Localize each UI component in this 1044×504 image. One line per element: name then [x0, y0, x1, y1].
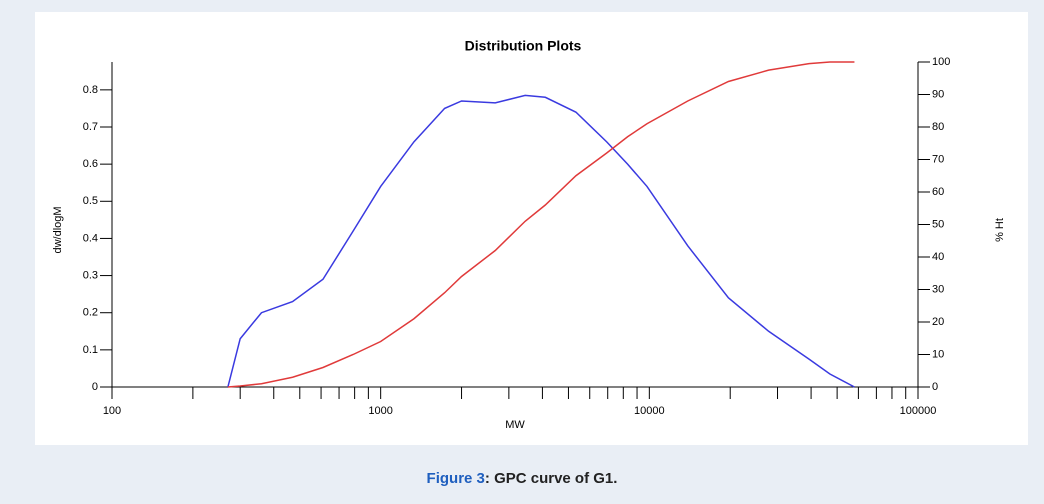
- y-tick-label: 0.2: [83, 307, 98, 319]
- y-tick-label: 0.7: [83, 121, 98, 133]
- y-tick-label: 0.5: [83, 195, 98, 207]
- y2-tick-label: 70: [932, 153, 944, 165]
- y2-tick-label: 40: [932, 251, 944, 263]
- y2-tick-label: 60: [932, 186, 944, 198]
- x-tick-label: 1000: [368, 405, 392, 417]
- x-tick-label: 100: [103, 405, 121, 417]
- y-axis-label: dw/dlogM: [52, 206, 64, 253]
- y-tick-label: 0.8: [83, 84, 98, 96]
- y-tick-label: 0.6: [83, 158, 98, 170]
- caption-text: : GPC curve of G1.: [484, 470, 618, 487]
- data-line: [227, 94, 855, 388]
- x-axis-label: MW: [505, 419, 525, 431]
- y2-tick-label: 10: [932, 348, 944, 360]
- y2-tick-label: 30: [932, 283, 944, 295]
- x-tick-label: 100000: [900, 405, 937, 417]
- y-tick-label: 0.3: [83, 269, 98, 281]
- data-line: [227, 61, 855, 388]
- chart-panel: [35, 12, 1028, 445]
- caption: Figure 3: GPC curve of G1.: [0, 470, 1044, 487]
- y2-tick-label: 90: [932, 88, 944, 100]
- caption-label: Figure 3: [426, 470, 485, 487]
- y2-tick-label: 100: [932, 56, 950, 68]
- y2-axis-label: % Ht: [994, 218, 1006, 242]
- x-tick-label: 10000: [634, 405, 665, 417]
- y2-tick-label: 50: [932, 218, 944, 230]
- chart-title: Distribution Plots: [465, 38, 582, 54]
- y-tick-label: 0.4: [83, 232, 98, 244]
- y-tick-label: 0.1: [83, 344, 98, 356]
- y2-tick-label: 80: [932, 121, 944, 133]
- y-tick-label: 0: [92, 381, 98, 393]
- y2-tick-label: 0: [932, 381, 938, 393]
- y2-tick-label: 20: [932, 316, 944, 328]
- chart: Distribution Plots MW dw/dlogM % Ht 100 1…: [35, 12, 1028, 445]
